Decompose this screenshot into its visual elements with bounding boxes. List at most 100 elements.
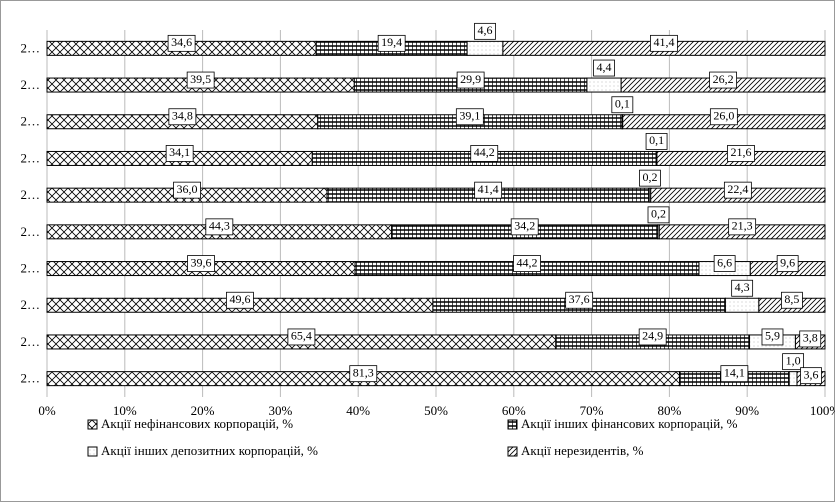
y-tick-label: 2… (21, 261, 41, 276)
value-label-box (565, 291, 594, 309)
value-label: 65,4 (287, 328, 316, 346)
value-label-box (187, 255, 215, 272)
value-label-box (800, 367, 822, 385)
y-tick-label: 2… (21, 150, 41, 165)
y-tick-label: 2… (21, 371, 41, 386)
x-tick-label: 80% (657, 403, 681, 418)
value-label-text: 39,6 (191, 255, 212, 269)
value-label-text: 34,1 (169, 145, 190, 159)
value-label-text: 21,6 (730, 145, 751, 159)
y-tick-label: 2… (21, 40, 41, 55)
value-label: 6,6 (713, 255, 736, 272)
x-tick-label: 40% (346, 403, 370, 418)
value-label-box (647, 206, 670, 224)
legend-swatch (87, 446, 98, 457)
value-label-box (173, 181, 201, 199)
x-tick-label: 90% (735, 403, 759, 418)
value-label-box (287, 328, 316, 346)
value-label-text: 44,2 (517, 255, 538, 269)
value-label-text: 0,2 (651, 207, 666, 221)
value-label: 34,6 (167, 34, 196, 52)
value-label-text: 21,3 (732, 219, 753, 233)
value-label-text: 39,1 (459, 109, 480, 123)
value-label: 0,2 (647, 206, 670, 224)
value-label: 4,6 (474, 22, 496, 40)
value-label-box (510, 218, 539, 236)
value-label-text: 24,9 (642, 329, 663, 343)
value-label: 39,5 (186, 71, 215, 89)
value-label-box (513, 255, 541, 272)
value-label-box (761, 328, 784, 346)
value-label-text: 34,2 (514, 219, 535, 233)
value-label: 3,8 (799, 330, 822, 348)
value-label-text: 44,3 (209, 219, 230, 233)
value-label-box (799, 330, 822, 348)
value-label-box (165, 145, 194, 162)
value-label: 44,2 (513, 255, 541, 272)
value-label: 41,4 (474, 181, 503, 199)
x-tick-label: 30% (268, 403, 292, 418)
value-label-box (455, 108, 484, 126)
x-tick-label: 70% (580, 403, 604, 418)
value-label: 4,4 (593, 59, 615, 77)
value-label: 36,0 (173, 181, 201, 199)
value-label-text: 37,6 (569, 292, 590, 306)
value-label-text: 39,5 (190, 72, 211, 86)
value-label-box (611, 96, 634, 114)
legend-label: Акції інших фінансових корпорацій, % (521, 416, 738, 431)
value-label: 1,0 (782, 353, 805, 371)
y-tick-label: 2… (21, 77, 41, 92)
x-tick-label: 0% (38, 403, 56, 418)
value-label-text: 65,4 (291, 329, 312, 343)
legend-swatch (87, 419, 98, 430)
value-label-text: 44,2 (474, 145, 495, 159)
legend-label: Акції інших депозитних корпорацій, % (101, 443, 318, 458)
value-label-text: 29,9 (460, 72, 481, 86)
value-label-box (205, 218, 234, 236)
value-label: 9,6 (776, 255, 799, 272)
value-label-text: 81,3 (353, 365, 374, 379)
value-label-text: 4,4 (597, 60, 612, 74)
value-label: 0,1 (611, 96, 634, 114)
x-tick-label: 20% (191, 403, 215, 418)
value-label-box (709, 71, 737, 89)
value-label-box (731, 279, 754, 297)
value-label-box (720, 365, 749, 383)
legend-label: Акції нефінансових корпорацій, % (101, 416, 293, 431)
value-label-text: 22,4 (727, 182, 748, 196)
value-label-text: 5,9 (765, 329, 780, 343)
value-label-text: 34,8 (172, 109, 193, 123)
y-tick-label: 2… (21, 224, 41, 239)
value-label-box (645, 133, 668, 150)
value-label-box (723, 181, 752, 199)
value-label: 37,6 (565, 291, 594, 309)
y-tick-label: 2… (21, 114, 41, 129)
value-label-text: 14,1 (724, 365, 745, 379)
value-label: 41,4 (650, 34, 678, 52)
bar-segment (586, 77, 622, 93)
value-label-text: 26,0 (713, 109, 734, 123)
value-label: 21,6 (727, 145, 755, 162)
value-label-box (593, 59, 615, 77)
value-label: 44,3 (205, 218, 234, 236)
value-label-box (782, 353, 805, 371)
value-label-box (349, 365, 378, 383)
value-label-box (728, 218, 757, 236)
value-label-text: 41,4 (478, 182, 499, 196)
value-label-text: 26,2 (713, 72, 734, 86)
value-label-box (168, 108, 197, 126)
value-label-box (377, 34, 406, 52)
bar-segment (788, 371, 798, 387)
value-label-text: 3,8 (803, 331, 818, 345)
value-label: 5,9 (761, 328, 784, 346)
legend-swatch (507, 446, 518, 457)
value-label-text: 0,1 (649, 133, 664, 147)
value-label-box (713, 255, 736, 272)
value-label-box (474, 22, 496, 40)
value-label-text: 0,1 (615, 97, 630, 111)
value-label-text: 9,6 (780, 255, 795, 269)
y-tick-label: 2… (21, 297, 41, 312)
legend-swatch (507, 419, 518, 430)
value-label: 29,9 (456, 71, 485, 89)
value-label: 34,8 (168, 108, 197, 126)
